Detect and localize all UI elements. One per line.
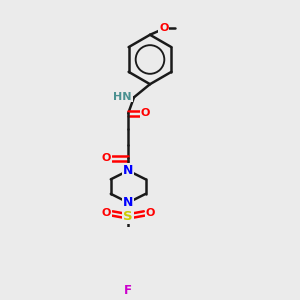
- Text: O: O: [159, 22, 169, 32]
- Text: O: O: [101, 208, 111, 218]
- Text: HN: HN: [113, 92, 132, 101]
- Text: N: N: [123, 196, 134, 209]
- Text: O: O: [141, 108, 150, 118]
- Text: N: N: [123, 164, 134, 177]
- Text: O: O: [101, 153, 111, 163]
- Text: F: F: [124, 284, 132, 297]
- Text: S: S: [123, 210, 133, 223]
- Text: O: O: [146, 208, 155, 218]
